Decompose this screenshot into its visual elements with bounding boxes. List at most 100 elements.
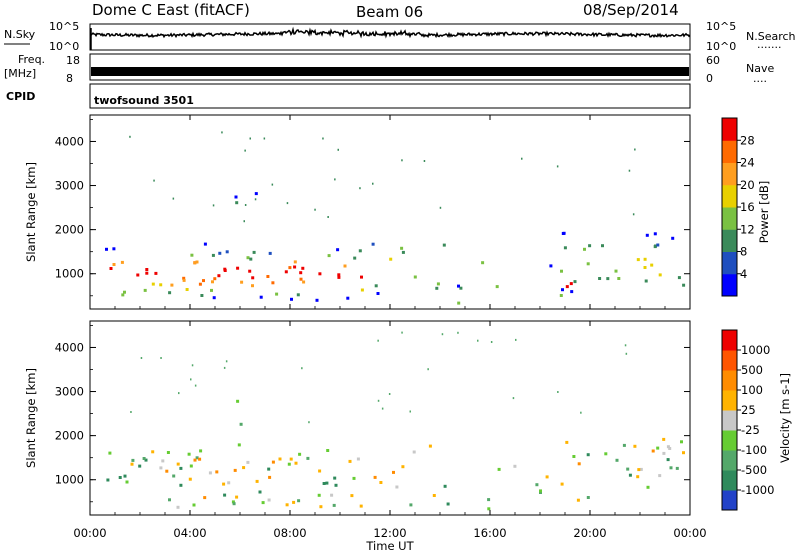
cpid-panel: CPID twofsound 3501 [6, 83, 691, 109]
range-time-cell [327, 254, 331, 258]
range-time-cell [251, 284, 254, 288]
range-time-cell [643, 257, 647, 261]
range-time-cell [246, 460, 250, 464]
range-time-cell [203, 242, 207, 246]
range-time-cell [662, 437, 666, 441]
range-time-cell [633, 444, 637, 448]
range-time-cell [215, 470, 219, 474]
cpid-program: twofsound 3501 [94, 94, 194, 107]
range-time-cell [199, 449, 203, 453]
colorbar-segment [722, 162, 737, 186]
range-time-cell [221, 131, 223, 134]
range-time-cell [258, 490, 262, 494]
range-time-cell [388, 393, 391, 395]
range-time-cell [513, 464, 517, 468]
range-time-cell [389, 257, 393, 261]
range-time-cell [353, 256, 357, 260]
range-time-cell [223, 493, 227, 497]
range-time-cell [636, 475, 640, 479]
colorbar-segment [722, 470, 737, 491]
range-time-cell [299, 271, 303, 275]
range-time-cell [106, 478, 110, 482]
range-time-cell [225, 360, 228, 363]
colorbar-tick-label: 12 [740, 222, 755, 236]
range-time-cell [628, 169, 631, 172]
colorbar-tick-label: 1000 [741, 343, 770, 357]
range-time-cell [112, 263, 116, 266]
range-time-cell [178, 392, 180, 395]
range-time-cell [130, 411, 132, 413]
colorbar-segment [722, 229, 737, 252]
range-time-cell [159, 283, 163, 287]
range-time-cell [654, 244, 657, 248]
nave-label: Nave [746, 62, 774, 75]
range-time-cell [125, 480, 129, 484]
range-tick-label: 2000 [55, 223, 84, 237]
power-cbar-label: Power [dB] [757, 181, 771, 244]
colorbar-tick-label: 24 [740, 156, 755, 170]
range-time-cell [656, 243, 660, 247]
range-time-cell [212, 296, 216, 300]
range-time-cell [515, 338, 517, 341]
range-time-cell [179, 466, 183, 470]
range-time-cell [302, 280, 306, 284]
range-time-cell [123, 290, 126, 294]
range-time-cell [622, 443, 626, 447]
range-time-cell [435, 286, 439, 290]
range-time-cell [337, 275, 341, 279]
range-time-cell [251, 276, 255, 280]
nave-marker: .... [753, 72, 767, 85]
range-time-cell [234, 195, 238, 199]
range-time-cell [322, 137, 324, 140]
range-time-cell [198, 282, 202, 286]
range-time-cell [333, 476, 337, 480]
range-time-cell [569, 282, 573, 286]
range-time-cell [315, 298, 319, 302]
range-time-cell [586, 262, 590, 266]
range-time-cell [144, 458, 148, 462]
range-time-cell [682, 283, 686, 287]
range-time-cell [143, 288, 147, 292]
range-time-cell [308, 421, 310, 424]
range-time-cell [614, 269, 618, 273]
colorbar-tick-label: 20 [740, 178, 755, 192]
range-time-cell [373, 475, 377, 479]
colorbar-segment [722, 450, 737, 471]
nsky-label: N.Sky [4, 28, 36, 41]
range-time-cell [561, 288, 564, 292]
range-time-cell [359, 187, 361, 190]
range-time-cell [189, 464, 193, 468]
range-time-cell [477, 339, 479, 342]
range-time-cell [521, 157, 523, 160]
range-time-cell [636, 258, 640, 262]
range-time-cell [400, 246, 404, 250]
range-time-cell [580, 411, 582, 414]
range-time-cell [225, 250, 229, 254]
range-time-cell [290, 297, 293, 301]
range-tick-label: 4000 [55, 340, 84, 354]
range-time-cell [348, 459, 352, 463]
range-time-cell [172, 197, 175, 200]
range-time-cell [235, 201, 239, 205]
range-time-cell [236, 266, 240, 270]
nsky-trace [89, 26, 691, 50]
range-time-cell [170, 283, 174, 287]
range-time-cell [651, 449, 655, 453]
range-time-cell [136, 273, 140, 277]
range-time-cell [317, 493, 321, 497]
range-time-cell [138, 464, 142, 468]
range-time-cell [153, 179, 155, 182]
range-time-cell [334, 483, 338, 487]
colorbar-tick-label: 100 [741, 383, 763, 397]
range-time-cell [168, 498, 171, 502]
range-time-cell [412, 450, 416, 454]
range-time-cell [301, 367, 303, 370]
range-time-cell [249, 257, 253, 261]
colorbar-segment [722, 430, 737, 451]
range-time-cell [650, 263, 654, 267]
range-time-cell [666, 458, 670, 462]
range-time-cell [606, 277, 610, 281]
range-time-cell [236, 399, 240, 403]
range-time-cell [123, 474, 127, 478]
